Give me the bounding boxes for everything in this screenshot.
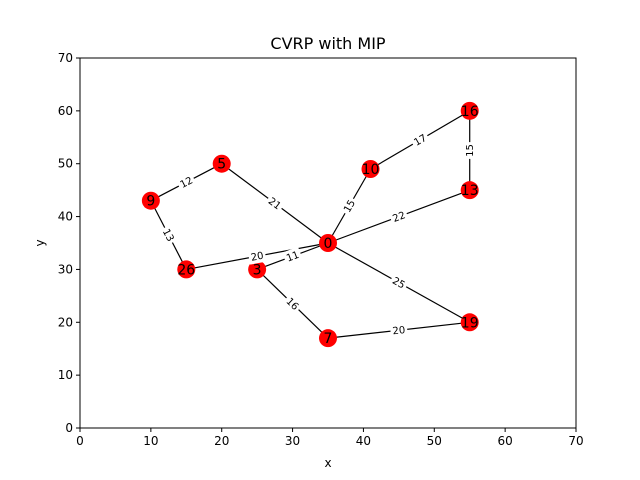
node-label-9: 9 [146, 194, 155, 210]
node-marker-5 [212, 154, 231, 173]
edge-weight-text: 25 [390, 276, 406, 292]
node-marker-7 [319, 329, 337, 348]
edge-label-background [281, 292, 304, 315]
edge-weight-label: 15 [462, 142, 477, 159]
edge-label-background [175, 172, 197, 193]
x-tick-label: 20 [214, 434, 229, 448]
node-marker-13 [460, 181, 479, 200]
x-tick-label: 50 [427, 434, 442, 448]
edge-weight-label: 15 [339, 195, 360, 217]
y-axis-ticks: 0 10 20 30 40 50 60 70 [58, 51, 80, 435]
x-axis-label: x [324, 456, 331, 470]
x-tick-label: 70 [568, 434, 583, 448]
x-axis-ticks: 0 10 20 30 40 50 60 70 [76, 428, 584, 448]
x-tick-label: 10 [143, 434, 158, 448]
node-marker-0 [319, 234, 337, 252]
node-label-0: 0 [324, 236, 333, 252]
edge-weight-text: 12 [179, 175, 195, 191]
edge-weight-label: 25 [388, 272, 410, 293]
node-label-10: 10 [362, 162, 380, 178]
edge-weight-text: 20 [392, 325, 406, 337]
node-marker-26 [177, 260, 196, 279]
edge-weight-label: 20 [389, 322, 408, 339]
edge-weight-label: 22 [388, 207, 410, 227]
node-marker-9 [141, 191, 160, 210]
edge-weight-label: 21 [263, 192, 286, 214]
y-tick-label: 30 [58, 262, 73, 276]
chart-title: CVRP with MIP [270, 34, 386, 53]
edge-label-background [158, 224, 179, 246]
edge-label-background [462, 142, 477, 159]
edge-weight-text: 20 [250, 251, 265, 264]
x-tick-label: 60 [498, 434, 513, 448]
edge-weight-label: 11 [282, 246, 303, 266]
nodes-layer: 0 5 9 26 3 7 19 13 16 10 [141, 101, 479, 348]
edge-label-background [339, 195, 360, 217]
edge-label-background [282, 246, 303, 266]
y-tick-label: 70 [58, 51, 73, 65]
edge-label-background [389, 322, 408, 339]
y-tick-label: 20 [58, 315, 73, 329]
edge-labels-layer: 21 12 13 20 11 16 20 25 22 15 17 15 [158, 129, 477, 339]
node-label-5: 5 [217, 157, 226, 173]
node-label-26: 26 [177, 262, 195, 278]
node-label-19: 19 [461, 315, 479, 331]
edge-label-background [263, 192, 286, 214]
y-tick-label: 0 [65, 421, 73, 435]
y-axis-label: y [33, 239, 47, 246]
y-tick-label: 50 [58, 157, 73, 171]
edge-weight-label: 20 [247, 247, 267, 265]
node-label-3: 3 [253, 262, 262, 278]
edge-weight-label: 12 [175, 172, 197, 193]
edge-weight-text: 15 [465, 144, 476, 157]
edge-weight-label: 17 [409, 129, 431, 151]
node-label-7: 7 [324, 331, 333, 347]
x-tick-label: 0 [76, 434, 84, 448]
y-tick-label: 10 [58, 368, 73, 382]
node-label-13: 13 [461, 183, 479, 199]
edge-label-background [409, 129, 431, 151]
x-tick-label: 30 [285, 434, 300, 448]
x-tick-label: 40 [356, 434, 371, 448]
node-marker-10 [361, 160, 380, 178]
edge-label-background [247, 247, 267, 265]
edge-weight-label: 13 [158, 224, 179, 246]
edge-weight-text: 11 [285, 250, 301, 265]
plot-frame [79, 57, 577, 429]
node-label-16: 16 [461, 104, 479, 120]
edge-label-background [388, 207, 410, 227]
y-tick-label: 40 [58, 210, 73, 224]
y-tick-label: 60 [58, 104, 73, 118]
edge-weight-text: 22 [391, 210, 407, 225]
node-marker-19 [460, 313, 479, 332]
edge-weight-label: 16 [281, 292, 304, 315]
node-marker-3 [248, 260, 267, 279]
edge-label-background [388, 272, 410, 293]
node-marker-16 [460, 101, 479, 120]
edge-weight-text: 13 [160, 227, 176, 243]
